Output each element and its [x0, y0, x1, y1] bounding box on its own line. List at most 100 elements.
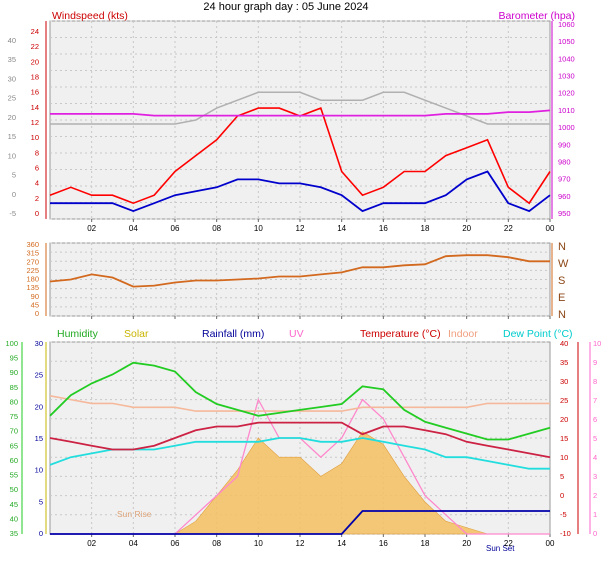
x-tick-label: 18: [421, 224, 430, 233]
temperature-tick-label: 0: [560, 491, 564, 500]
uv-tick-label: 10: [593, 339, 601, 348]
x-tick-label: 22: [504, 224, 513, 233]
temperature-tick-label: 30: [560, 377, 568, 386]
x-tick-label: 06: [171, 539, 180, 548]
series-barometer: [50, 109, 551, 117]
solar-tick-label: 20: [35, 402, 43, 411]
x-tick-label: 04: [129, 539, 138, 548]
uv-tick-label: 0: [593, 529, 597, 538]
barometer-tick-label: 970: [558, 175, 571, 184]
x-tick-label: 10: [254, 224, 263, 233]
x-tick-label: 16: [379, 539, 388, 548]
wind-tick-label: 14: [31, 103, 39, 112]
direction-tick-label: 360: [26, 240, 39, 249]
uv-tick-label: 7: [593, 396, 597, 405]
humidity-tick-label: 50: [10, 485, 18, 494]
wind-outer-tick-label: 20: [8, 113, 16, 122]
humidity-tick-label: 35: [10, 529, 18, 538]
humidity-tick-label: 70: [10, 427, 18, 436]
x-tick-label: 06: [171, 224, 180, 233]
x-tick-label: 16: [379, 224, 388, 233]
humidity-tick-label: 40: [10, 514, 18, 523]
compass-label: N: [558, 309, 566, 321]
series-rainfall: [50, 510, 550, 535]
legend-indoor: Indoor: [448, 328, 478, 340]
compass-label: E: [558, 292, 565, 304]
annotation-sunrise: Sun Rise: [117, 509, 152, 519]
temperature-tick-label: -5: [560, 510, 567, 519]
x-tick-label: 12: [296, 224, 305, 233]
x-tick-label: 00: [546, 539, 555, 548]
uv-tick-label: 5: [593, 434, 597, 443]
barometer-tick-label: 960: [558, 192, 571, 201]
direction-tick-label: 135: [26, 283, 39, 292]
wind-tick-label: 20: [31, 57, 39, 66]
barometer-tick-label: 990: [558, 140, 571, 149]
wind-tick-label: 8: [35, 148, 39, 157]
barometer-tick-label: 950: [558, 209, 571, 218]
legend-rainfall: Rainfall (mm): [202, 328, 264, 340]
uv-tick-label: 6: [593, 415, 597, 424]
series-humidity: [49, 361, 551, 441]
x-tick-label: 14: [337, 224, 346, 233]
solar-tick-label: 30: [35, 339, 43, 348]
wind-outer-tick-label: 15: [8, 132, 16, 141]
wind-tick-label: 24: [31, 27, 39, 36]
x-tick-label: 02: [87, 539, 96, 548]
temperature-tick-label: 5: [560, 472, 564, 481]
barometer-tick-label: 980: [558, 157, 571, 166]
wind-outer-tick-label: 30: [8, 74, 16, 83]
uv-tick-label: 1: [593, 510, 597, 519]
series-wind-direction: [49, 254, 550, 288]
temperature-tick-label: 40: [560, 339, 568, 348]
temperature-tick-label: 20: [560, 415, 568, 424]
solar-tick-label: 15: [35, 434, 43, 443]
direction-tick-label: 45: [31, 300, 39, 309]
barometer-tick-label: 1050: [558, 37, 575, 46]
humidity-tick-label: 85: [10, 383, 18, 392]
x-tick-label: 10: [254, 539, 263, 548]
x-tick-label: 02: [87, 224, 96, 233]
x-tick-label: 04: [129, 224, 138, 233]
humidity-tick-label: 80: [10, 397, 18, 406]
x-tick-label: 08: [212, 224, 221, 233]
direction-tick-label: 270: [26, 257, 39, 266]
x-tick-label: 22: [504, 539, 513, 548]
uv-tick-label: 3: [593, 472, 597, 481]
wind-tick-label: 2: [35, 194, 39, 203]
uv-tick-label: 4: [593, 453, 597, 462]
wind-outer-tick-label: -5: [9, 209, 16, 218]
legend-temperature: Temperature (°C): [360, 328, 441, 340]
x-tick-label: 14: [337, 539, 346, 548]
humidity-tick-label: 75: [10, 412, 18, 421]
annotation-sunset: Sun Set: [486, 544, 515, 553]
wind-panel: Windspeed (kts) Barometer (hpa) 40353025…: [8, 10, 575, 233]
direction-tick-label: 0: [35, 309, 39, 318]
temperature-tick-label: 35: [560, 358, 568, 367]
temperature-tick-label: -10: [560, 529, 571, 538]
barometer-axis-label: Barometer (hpa): [499, 10, 575, 22]
solar-tick-label: 10: [35, 466, 43, 475]
barometer-tick-label: 1060: [558, 20, 575, 29]
x-tick-label: 20: [462, 224, 471, 233]
humidity-tick-label: 95: [10, 354, 18, 363]
temperature-tick-label: 10: [560, 453, 568, 462]
barometer-tick-label: 1040: [558, 54, 575, 63]
direction-tick-label: 315: [26, 249, 39, 258]
wind-tick-label: 18: [31, 73, 39, 82]
wind-tick-label: 0: [35, 209, 39, 218]
direction-tick-label: 90: [31, 292, 39, 301]
barometer-tick-label: 1000: [558, 123, 575, 132]
series-temperature: [49, 421, 551, 459]
x-tick-label: 18: [421, 539, 430, 548]
humidity-tick-label: 45: [10, 500, 18, 509]
humidity-tick-label: 55: [10, 471, 18, 480]
legend-dewpoint: Dew Point (°C): [503, 328, 573, 340]
solar-tick-label: 25: [35, 371, 43, 380]
wind-outer-tick-label: 10: [8, 151, 16, 160]
compass-label: N: [558, 241, 566, 253]
wind-tick-label: 6: [35, 164, 39, 173]
wind-tick-label: 22: [31, 42, 39, 51]
page-title: 24 hour graph day : 05 June 2024: [203, 1, 368, 13]
